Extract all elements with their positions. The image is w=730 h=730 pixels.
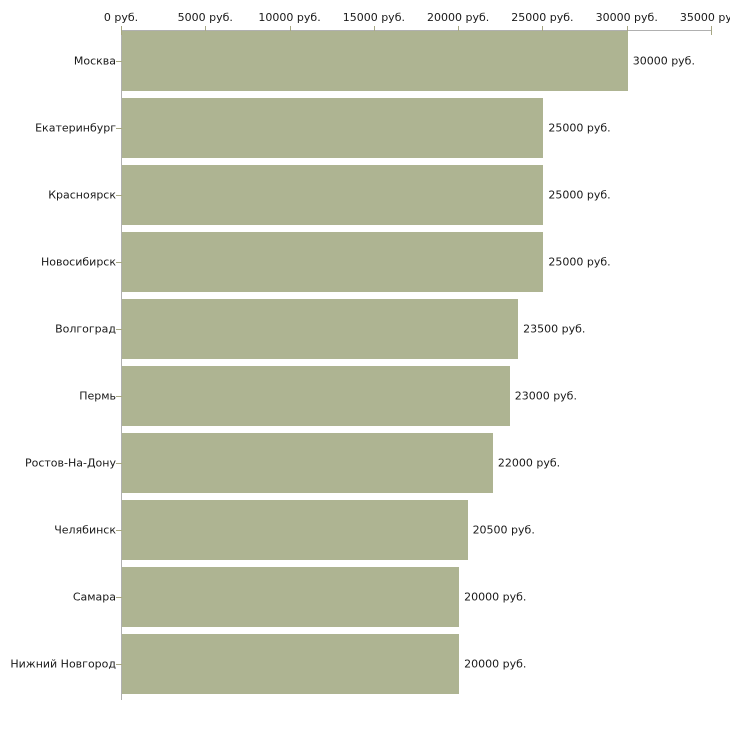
- x-axis-tick-mark: [711, 26, 712, 35]
- category-label-1: Екатеринбург: [35, 121, 116, 135]
- bar-2[interactable]: [122, 165, 544, 225]
- x-axis-line: [121, 30, 711, 31]
- x-axis-tick-label: 5000 руб.: [177, 11, 233, 24]
- bar-value-label-5: 23000 руб.: [514, 389, 577, 403]
- x-axis-tick-mark: [458, 26, 460, 35]
- y-axis-tick-mark: [116, 195, 122, 196]
- bar-value-label-9: 20000 руб.: [464, 657, 527, 671]
- category-label-9: Нижний Новгород: [10, 657, 116, 671]
- y-axis-tick-mark: [116, 664, 122, 665]
- bar-0[interactable]: [122, 31, 628, 91]
- y-axis-tick-mark: [116, 262, 122, 263]
- x-axis-tick-mark: [205, 26, 207, 35]
- x-axis-tick-label: 10000 руб.: [258, 11, 321, 24]
- bar-3[interactable]: [122, 232, 544, 292]
- category-label-0: Москва: [73, 54, 116, 68]
- x-axis-tick-mark: [289, 26, 291, 35]
- category-label-2: Красноярск: [48, 188, 116, 202]
- x-axis-tick-label: 25000 руб.: [511, 11, 574, 24]
- y-axis-tick-mark: [116, 128, 122, 129]
- bar-value-label-1: 25000 руб.: [548, 121, 611, 135]
- category-label-5: Пермь: [79, 389, 116, 403]
- bar-7[interactable]: [122, 500, 468, 560]
- bar-1[interactable]: [122, 98, 544, 158]
- y-axis-line: [121, 30, 122, 700]
- bar-4[interactable]: [122, 299, 519, 359]
- y-axis-tick-mark: [116, 61, 122, 62]
- category-label-7: Челябинск: [54, 523, 116, 537]
- y-axis-tick-mark: [116, 530, 122, 531]
- bar-value-label-6: 22000 руб.: [497, 456, 561, 470]
- bar-8[interactable]: [122, 567, 460, 627]
- bar-value-label-3: 25000 руб.: [548, 255, 611, 269]
- x-axis-tick-mark: [542, 26, 544, 35]
- bar-5[interactable]: [122, 366, 510, 426]
- x-axis-tick-label: 30000 руб.: [595, 11, 658, 24]
- bar-value-label-8: 20000 руб.: [464, 590, 527, 604]
- x-axis-tick-mark: [121, 26, 122, 35]
- y-axis-tick-mark: [116, 463, 122, 464]
- bar-9[interactable]: [122, 634, 460, 694]
- x-axis-tick-label: 35000 руб.: [679, 11, 730, 24]
- y-axis-tick-mark: [116, 396, 122, 397]
- category-label-8: Самара: [72, 590, 116, 604]
- category-label-3: Новосибирск: [40, 255, 116, 269]
- bar-value-label-4: 23500 руб.: [523, 322, 586, 336]
- bar-value-label-2: 25000 руб.: [548, 188, 611, 202]
- y-axis-tick-mark: [116, 329, 122, 330]
- x-axis-tick-label: 20000 руб.: [427, 11, 490, 24]
- category-label-6: Ростов-На-Дону: [24, 456, 116, 470]
- x-axis-tick-mark: [373, 26, 375, 35]
- category-label-4: Волгоград: [55, 322, 116, 336]
- y-axis-tick-mark: [116, 597, 122, 598]
- x-axis-tick-label: 0 руб.: [103, 11, 139, 24]
- x-axis-tick-label: 15000 руб.: [342, 11, 405, 24]
- bar-value-label-7: 20500 руб.: [472, 523, 535, 537]
- x-axis-tick-mark: [626, 26, 628, 35]
- bar-6[interactable]: [122, 433, 493, 493]
- bar-value-label-0: 30000 руб.: [632, 54, 695, 68]
